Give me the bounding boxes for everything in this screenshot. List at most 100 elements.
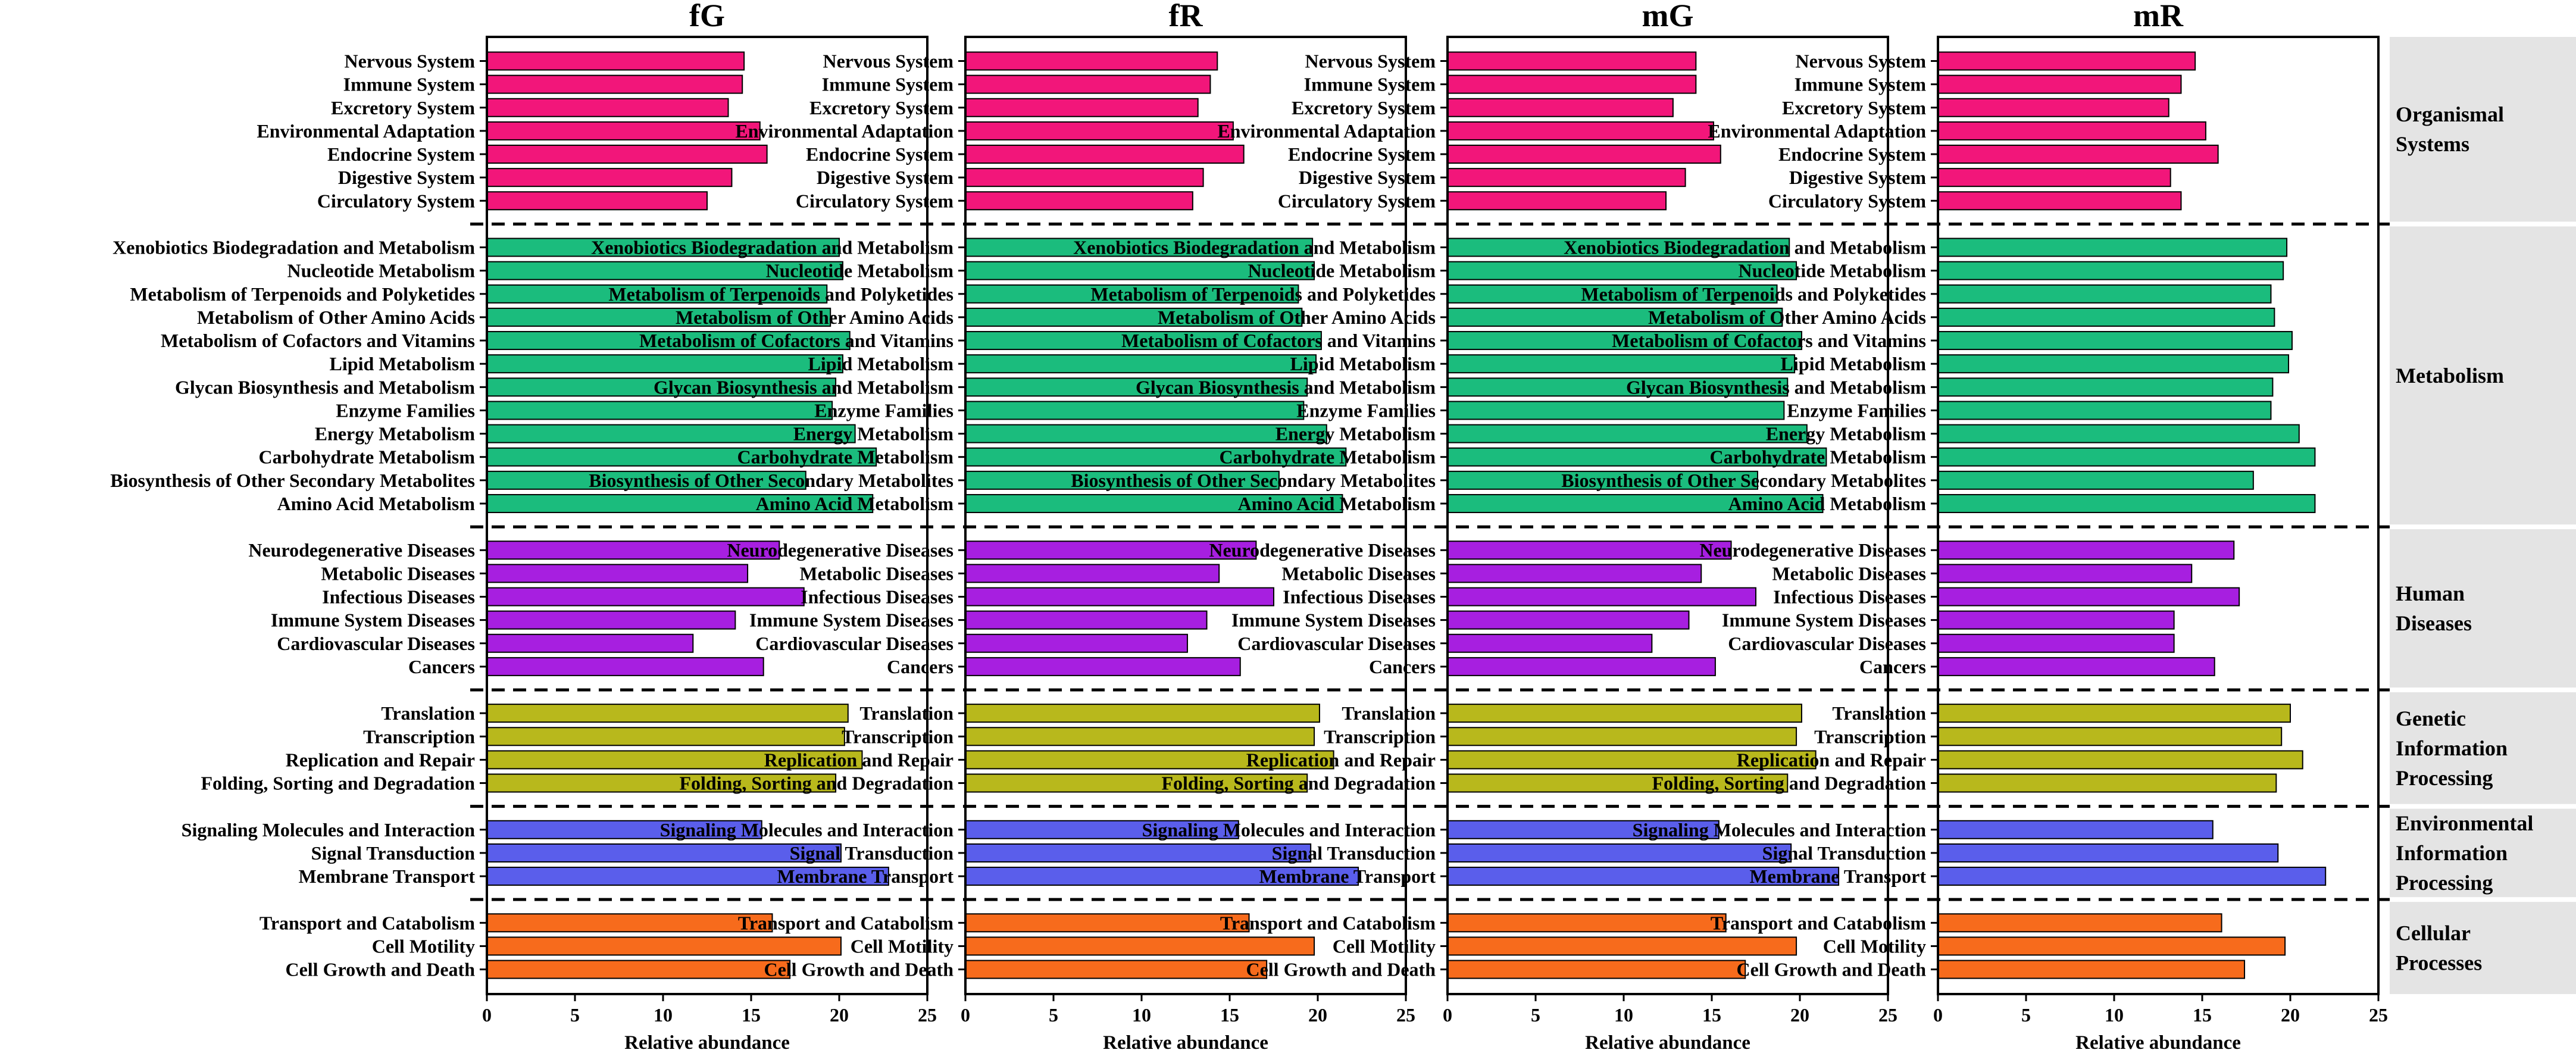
bar-mg-immune-system: [1447, 74, 1697, 94]
bar-fr-metabolism-of-other-amino-acids: [965, 307, 1303, 327]
category-label-fg: Cell Motility: [372, 935, 475, 957]
bar-mg-nervous-system: [1447, 51, 1697, 71]
x-axis-title-mg: Relative abundance: [1585, 1032, 1750, 1053]
bar-mg-metabolism-of-other-amino-acids: [1447, 307, 1783, 327]
bar-mg-excretory-system: [1447, 98, 1674, 117]
bar-mr-metabolism-of-terpenoids-and-polyketides: [1937, 284, 2272, 304]
category-label-mr: Cell Growth and Death: [1736, 959, 1926, 980]
bar-mr-lipid-metabolism: [1937, 354, 2290, 374]
group-box-metabolism: [2390, 226, 2576, 525]
bar-fg-transport-and-catabolism: [486, 913, 773, 933]
x-tick-label-fr: 10: [1132, 1004, 1151, 1026]
category-label-mg: Cell Motility: [1333, 935, 1436, 957]
bar-mg-environmental-adaptation: [1447, 121, 1714, 140]
category-label-mr: Immune System: [1795, 74, 1927, 95]
category-label-mg: Endocrine System: [1288, 143, 1436, 165]
category-label-mg: Folding, Sorting and Degradation: [1161, 773, 1436, 794]
category-label-mr: Neurodegenerative Diseases: [1699, 539, 1926, 561]
bar-mr-biosynthesis-of-other-secondary-metabolites: [1937, 470, 2254, 490]
category-label-fr: Signal Transduction: [790, 842, 954, 864]
category-label-mr: Biosynthesis of Other Secondary Metaboli…: [1561, 470, 1926, 491]
category-label-fr: Cell Growth and Death: [764, 959, 954, 980]
category-label-mr: Enzyme Families: [1787, 399, 1926, 421]
category-label-mg: Membrane Transport: [1259, 865, 1436, 887]
category-label-mg: Environmental Adaptation: [1217, 120, 1436, 142]
bar-fg-translation: [486, 704, 849, 723]
category-label-fr: Carbohydrate Metabolism: [737, 446, 954, 468]
bar-mr-folding-sorting-and-degradation: [1937, 773, 2277, 793]
category-label-mr: Nervous System: [1795, 51, 1926, 72]
bar-mr-signaling-molecules-and-interaction: [1937, 820, 2214, 839]
category-label-fr: Cardiovascular Diseases: [755, 633, 954, 654]
category-label-mr: Metabolism of Other Amino Acids: [1648, 307, 1926, 328]
panel-title-mr: mR: [2133, 0, 2184, 33]
category-label-mr: Replication and Repair: [1737, 749, 1926, 770]
category-label-mr: Xenobiotics Biodegradation and Metabolis…: [1564, 237, 1926, 258]
bar-fr-folding-sorting-and-degradation: [965, 773, 1308, 793]
category-label-mr: Cell Motility: [1823, 935, 1926, 957]
bar-mg-immune-system-diseases: [1447, 610, 1690, 630]
group-sidebar: Organismal Systems Metabolism Human Diseases…: [2390, 37, 2576, 994]
category-label-fg: Metabolism of Cofactors and Vitamins: [161, 330, 475, 351]
bar-fg-cell-motility: [486, 936, 842, 956]
category-label-fr: Nucleotide Metabolism: [766, 260, 954, 282]
bar-mg-nucleotide-metabolism: [1447, 261, 1797, 280]
category-label-fg: Immune System: [343, 74, 476, 95]
bar-mr-environmental-adaptation: [1937, 121, 2206, 140]
category-label-mg: Neurodegenerative Diseases: [1209, 539, 1436, 561]
bar-fr-infectious-diseases: [965, 587, 1274, 607]
bar-fr-cell-growth-and-death: [965, 960, 1268, 979]
group-label-human-diseases: Diseases: [2396, 611, 2472, 635]
category-label-mg: Amino Acid Metabolism: [1238, 493, 1436, 514]
category-label-fg: Infectious Diseases: [322, 586, 475, 607]
category-label-mr: Digestive System: [1789, 167, 1927, 188]
bar-fr-metabolism-of-cofactors-and-vitamins: [965, 331, 1322, 351]
x-tick-label-mg: 5: [1531, 1004, 1540, 1026]
bar-fr-xenobiotics-biodegradation-and-metabolism: [965, 238, 1314, 257]
panel-frame-fr: [964, 36, 1407, 995]
category-label-fg: Amino Acid Metabolism: [277, 493, 476, 514]
bar-fg-biosynthesis-of-other-secondary-metabolites: [486, 470, 806, 490]
category-label-mg: Excretory System: [1292, 97, 1436, 118]
x-tick-label-fg: 25: [918, 1004, 937, 1026]
category-label-fg: Enzyme Families: [336, 399, 475, 421]
bar-mg-folding-sorting-and-degradation: [1447, 773, 1789, 793]
bar-fr-membrane-transport: [965, 867, 1359, 886]
category-label-fg: Metabolism of Terpenoids and Polyketides: [130, 283, 475, 305]
bar-fr-immune-system: [965, 74, 1211, 94]
bar-fg-metabolic-diseases: [486, 564, 749, 583]
category-label-fr: Circulatory System: [796, 190, 954, 211]
bar-fr-translation: [965, 704, 1320, 723]
x-tick-label-fg: 0: [482, 1004, 492, 1026]
bar-fr-signal-transduction: [965, 843, 1312, 863]
bar-mr-immune-system: [1937, 74, 2182, 94]
panel-title-fr: fR: [1169, 0, 1203, 33]
category-label-mr: Signaling Molecules and Interaction: [1633, 819, 1927, 840]
category-label-fg: Immune System Diseases: [271, 610, 475, 631]
group-label-environmental-information-processing: Processing: [2396, 871, 2493, 895]
bar-mr-translation: [1937, 704, 2291, 723]
bar-mr-cardiovascular-diseases: [1937, 633, 2175, 653]
bar-mg-energy-metabolism: [1447, 424, 1808, 443]
bar-mr-cell-motility: [1937, 936, 2286, 956]
bar-fr-excretory-system: [965, 98, 1199, 117]
category-label-fg: Digestive System: [338, 167, 476, 188]
group-label-metabolism: Metabolism: [2396, 364, 2504, 388]
category-label-fr: Biosynthesis of Other Secondary Metaboli…: [589, 470, 954, 491]
bar-mr-transcription: [1937, 727, 2283, 746]
x-tick-label-mg: 25: [1878, 1004, 1897, 1026]
category-label-mg: Glycan Biosynthesis and Metabolism: [1136, 376, 1436, 398]
group-box-cellular-processes: [2390, 902, 2576, 994]
category-label-mg: Signal Transduction: [1272, 842, 1436, 864]
bar-mg-cancers: [1447, 657, 1716, 676]
group-label-environmental-information-processing: Environmental: [2396, 811, 2533, 835]
category-label-mr: Carbohydrate Metabolism: [1709, 446, 1926, 468]
bar-mg-replication-and-repair: [1447, 750, 1817, 770]
bar-fg-endocrine-system: [486, 145, 768, 164]
category-label-fr: Nervous System: [823, 51, 954, 72]
bar-fg-infectious-diseases: [486, 587, 805, 607]
category-label-fg: Membrane Transport: [298, 865, 475, 887]
bar-mr-transport-and-catabolism: [1937, 913, 2222, 933]
bar-fr-enzyme-families: [965, 401, 1305, 420]
category-label-fg: Excretory System: [331, 97, 475, 118]
